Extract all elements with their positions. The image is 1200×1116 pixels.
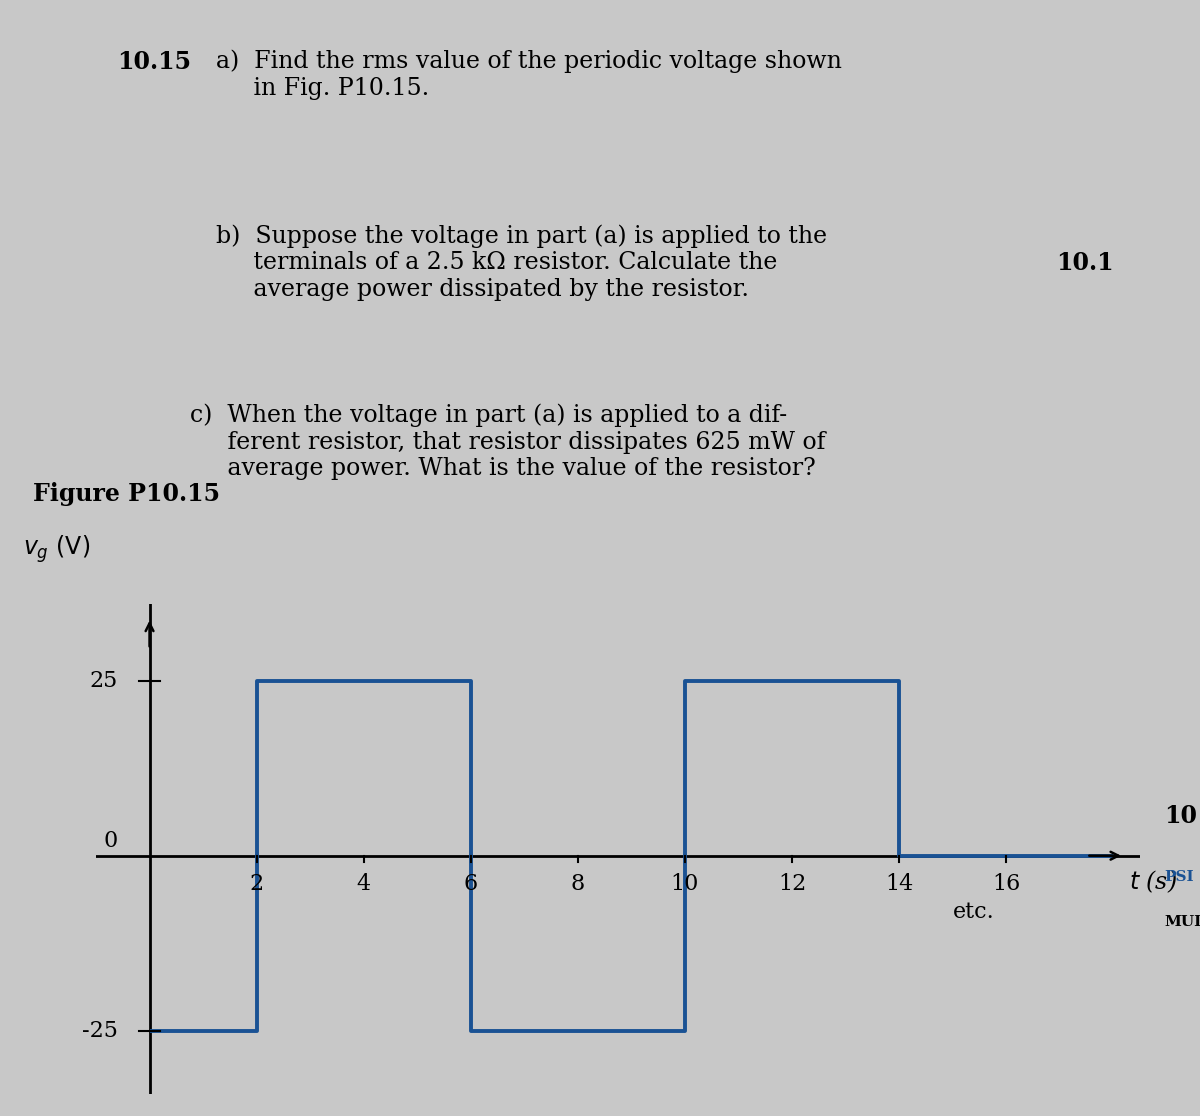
Text: c)  When the voltage in part (a) is applied to a dif-
     ferent resistor, that: c) When the voltage in part (a) is appli… — [190, 404, 826, 480]
Text: 6: 6 — [463, 873, 478, 895]
Text: 0: 0 — [103, 830, 118, 853]
Text: $v_g$ (V): $v_g$ (V) — [23, 532, 90, 565]
Text: 25: 25 — [89, 670, 118, 692]
Text: 2: 2 — [250, 873, 264, 895]
Text: etc.: etc. — [953, 901, 995, 923]
Text: $t$ (s): $t$ (s) — [1129, 868, 1177, 895]
Text: a)  Find the rms value of the periodic voltage shown
     in Fig. P10.15.: a) Find the rms value of the periodic vo… — [216, 50, 842, 100]
Text: b)  Suppose the voltage in part (a) is applied to the
     terminals of a 2.5 kΩ: b) Suppose the voltage in part (a) is ap… — [216, 224, 827, 300]
Text: 16: 16 — [992, 873, 1020, 895]
Text: 10: 10 — [1164, 804, 1198, 828]
Text: Figure P10.15: Figure P10.15 — [34, 482, 221, 506]
Text: 10.1: 10.1 — [1056, 251, 1114, 276]
Text: PSI: PSI — [1164, 870, 1194, 885]
Text: MUL: MUL — [1164, 915, 1200, 930]
Text: 10.15: 10.15 — [116, 50, 191, 74]
Text: 4: 4 — [356, 873, 371, 895]
Text: 10: 10 — [671, 873, 700, 895]
Text: -25: -25 — [82, 1020, 118, 1041]
Text: 8: 8 — [571, 873, 584, 895]
Text: 12: 12 — [778, 873, 806, 895]
Text: 14: 14 — [884, 873, 913, 895]
